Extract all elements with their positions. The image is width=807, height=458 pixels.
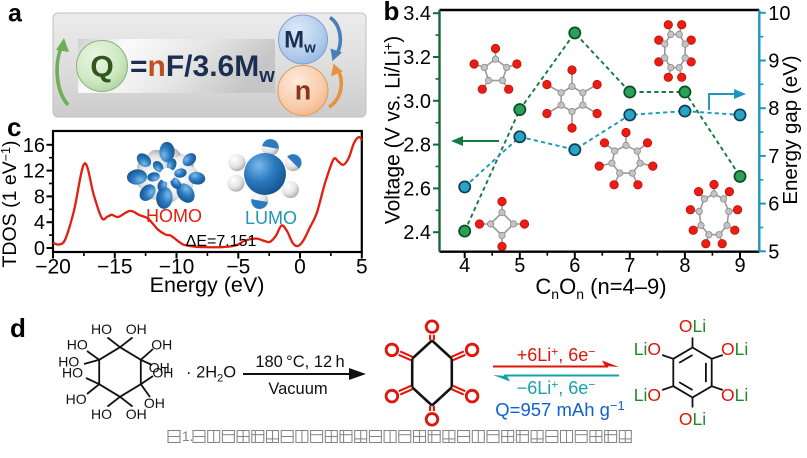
svg-text:HO: HO xyxy=(66,391,87,407)
svg-text:HO: HO xyxy=(62,365,83,381)
svg-text:0: 0 xyxy=(294,256,306,279)
svg-text:3.2: 3.2 xyxy=(403,47,431,69)
svg-text:4: 4 xyxy=(459,255,470,277)
svg-text:Mw: Mw xyxy=(284,27,316,57)
svg-text:OH: OH xyxy=(151,337,172,353)
svg-text:6: 6 xyxy=(768,194,779,216)
svg-text:HO: HO xyxy=(67,337,88,353)
svg-text:16: 16 xyxy=(23,135,45,157)
svg-text:9: 9 xyxy=(768,51,779,73)
svg-text:2.6: 2.6 xyxy=(403,178,431,200)
svg-text:2.4: 2.4 xyxy=(403,222,431,244)
svg-text:8: 8 xyxy=(768,98,779,120)
svg-text:2.8: 2.8 xyxy=(403,135,431,157)
svg-text:LUMO: LUMO xyxy=(245,208,297,228)
svg-text:7: 7 xyxy=(624,255,635,277)
svg-text:−15: −15 xyxy=(97,256,133,279)
svg-text:HO: HO xyxy=(91,321,112,337)
svg-text:−20: −20 xyxy=(35,256,71,279)
svg-text:LiO: LiO xyxy=(634,385,661,405)
svg-text:0: 0 xyxy=(34,238,45,260)
svg-text:4: 4 xyxy=(34,212,45,234)
svg-text:7: 7 xyxy=(768,146,779,168)
svg-text:Q=957 mAh g−1: Q=957 mAh g−1 xyxy=(495,398,625,420)
svg-text:TDOS (1 eV−1): TDOS (1 eV−1) xyxy=(0,141,21,268)
svg-text:+6Li+, 6e−: +6Li+, 6e− xyxy=(517,345,596,366)
svg-text:12: 12 xyxy=(23,161,45,183)
svg-text:10: 10 xyxy=(768,3,790,25)
svg-text:1.: 1. xyxy=(182,429,193,444)
svg-text:5: 5 xyxy=(768,241,779,263)
svg-text:· 2H2O: · 2H2O xyxy=(186,364,236,385)
svg-text:LiO: LiO xyxy=(634,339,661,359)
svg-text:b: b xyxy=(384,0,400,26)
svg-text:Energy (eV): Energy (eV) xyxy=(150,273,265,297)
svg-text:HO: HO xyxy=(58,354,79,370)
svg-text:3.0: 3.0 xyxy=(403,91,431,113)
svg-text:HOMO: HOMO xyxy=(146,206,202,226)
svg-text:OH: OH xyxy=(126,321,147,337)
svg-text:=nF/3.6Mw: =nF/3.6Mw xyxy=(130,50,275,87)
svg-text:OLi: OLi xyxy=(721,339,748,359)
svg-text:HO: HO xyxy=(91,406,112,422)
svg-text:3.4: 3.4 xyxy=(403,3,431,25)
svg-text:−10: −10 xyxy=(159,256,195,279)
svg-text:c: c xyxy=(7,112,21,142)
svg-text:Vacuum: Vacuum xyxy=(268,380,327,398)
svg-text:OH: OH xyxy=(149,360,170,376)
svg-text:Energy gap (eV): Energy gap (eV) xyxy=(779,55,802,204)
svg-text:−5: −5 xyxy=(226,256,250,279)
svg-text:Voltage (V vs. Li/Li+): Voltage (V vs. Li/Li+) xyxy=(381,36,405,225)
svg-text:5: 5 xyxy=(514,255,525,277)
svg-text:8: 8 xyxy=(679,255,690,277)
svg-text:180 °C, 12 h: 180 °C, 12 h xyxy=(255,353,344,371)
svg-text:OLi: OLi xyxy=(721,385,748,405)
svg-text:6: 6 xyxy=(569,255,580,277)
svg-text:5: 5 xyxy=(356,256,368,279)
svg-text:OLi: OLi xyxy=(679,316,706,336)
svg-text:ΔE=7.151: ΔE=7.151 xyxy=(186,233,257,250)
svg-text:−6Li+, 6e−: −6Li+, 6e− xyxy=(517,378,596,399)
svg-text:OH: OH xyxy=(152,365,173,381)
svg-text:n: n xyxy=(295,76,312,106)
svg-text:9: 9 xyxy=(734,255,745,277)
svg-text:d: d xyxy=(10,313,26,343)
svg-text:8: 8 xyxy=(34,186,45,208)
svg-text:Q: Q xyxy=(90,51,113,84)
svg-text:OLi: OLi xyxy=(679,409,706,429)
svg-text:a: a xyxy=(8,0,23,28)
svg-text:OH: OH xyxy=(126,406,147,422)
svg-text:OH: OH xyxy=(144,395,165,411)
